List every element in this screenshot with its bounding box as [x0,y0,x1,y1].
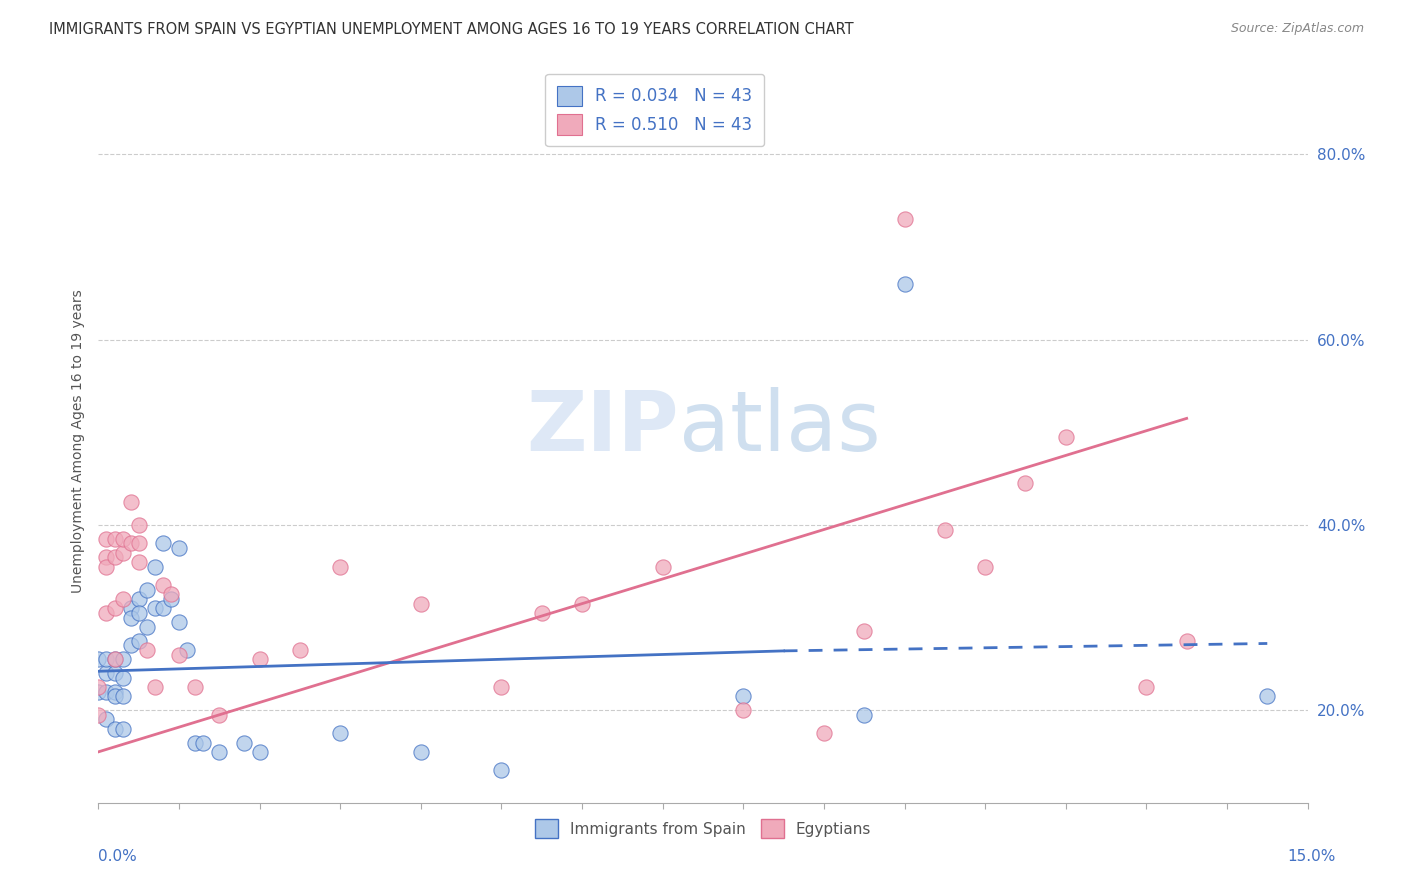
Point [853,624,876,639]
Point [96,713,118,727]
Point [135,620,157,634]
Point [143,601,166,615]
Point [87,652,110,666]
Point [1175,633,1198,648]
Point [103,550,125,565]
Point [160,592,183,607]
Point [208,707,231,722]
Point [813,726,835,740]
Point [96,606,118,620]
Point [120,601,142,615]
Point [329,726,352,740]
Y-axis label: Unemployment Among Ages 16 to 19 years: Unemployment Among Ages 16 to 19 years [70,290,84,593]
Point [103,652,125,666]
Text: IMMIGRANTS FROM SPAIN VS EGYPTIAN UNEMPLOYMENT AMONG AGES 16 TO 19 YEARS CORRELA: IMMIGRANTS FROM SPAIN VS EGYPTIAN UNEMPL… [49,22,853,37]
Point [152,601,174,615]
Point [974,559,997,574]
Point [184,680,207,694]
Point [103,666,125,681]
Point [128,606,150,620]
Point [160,587,183,601]
Point [167,615,190,630]
Point [96,684,118,698]
Text: ZIP: ZIP [526,386,679,467]
Point [184,735,207,749]
Point [111,690,134,704]
Point [128,633,150,648]
Point [103,652,125,666]
Legend: Immigrants from Spain, Egyptians: Immigrants from Spain, Egyptians [527,812,879,846]
Point [152,578,174,592]
Point [111,546,134,560]
Point [167,541,190,555]
Point [176,643,198,657]
Point [409,745,432,759]
Text: Source: ZipAtlas.com: Source: ZipAtlas.com [1230,22,1364,36]
Point [853,707,876,722]
Point [1054,430,1077,444]
Point [111,532,134,546]
Point [120,638,142,652]
Point [135,582,157,597]
Point [208,745,231,759]
Point [103,690,125,704]
Point [87,684,110,698]
Point [87,680,110,694]
Point [96,550,118,565]
Point [232,735,254,749]
Point [135,643,157,657]
Point [143,559,166,574]
Point [1256,690,1278,704]
Point [934,523,956,537]
Point [128,555,150,569]
Point [128,592,150,607]
Point [1135,680,1157,694]
Point [96,559,118,574]
Point [893,212,915,227]
Point [128,536,150,550]
Point [128,517,150,532]
Point [491,764,513,778]
Point [111,592,134,607]
Point [87,707,110,722]
Point [96,532,118,546]
Point [288,643,311,657]
Point [329,559,352,574]
Point [120,610,142,624]
Point [167,648,190,662]
Point [249,652,271,666]
Point [571,597,593,611]
Point [111,652,134,666]
Point [651,559,673,574]
Text: 0.0%: 0.0% [98,849,138,863]
Point [491,680,513,694]
Point [249,745,271,759]
Point [143,680,166,694]
Point [152,536,174,550]
Text: atlas: atlas [679,386,880,467]
Text: 15.0%: 15.0% [1288,849,1336,863]
Point [893,277,915,291]
Point [120,494,142,508]
Point [733,703,755,717]
Point [103,722,125,736]
Point [111,722,134,736]
Point [103,532,125,546]
Point [96,666,118,681]
Point [103,601,125,615]
Point [120,536,142,550]
Point [733,690,755,704]
Point [530,606,553,620]
Point [409,597,432,611]
Point [111,671,134,685]
Point [96,652,118,666]
Point [193,735,215,749]
Point [103,684,125,698]
Point [1014,476,1036,491]
